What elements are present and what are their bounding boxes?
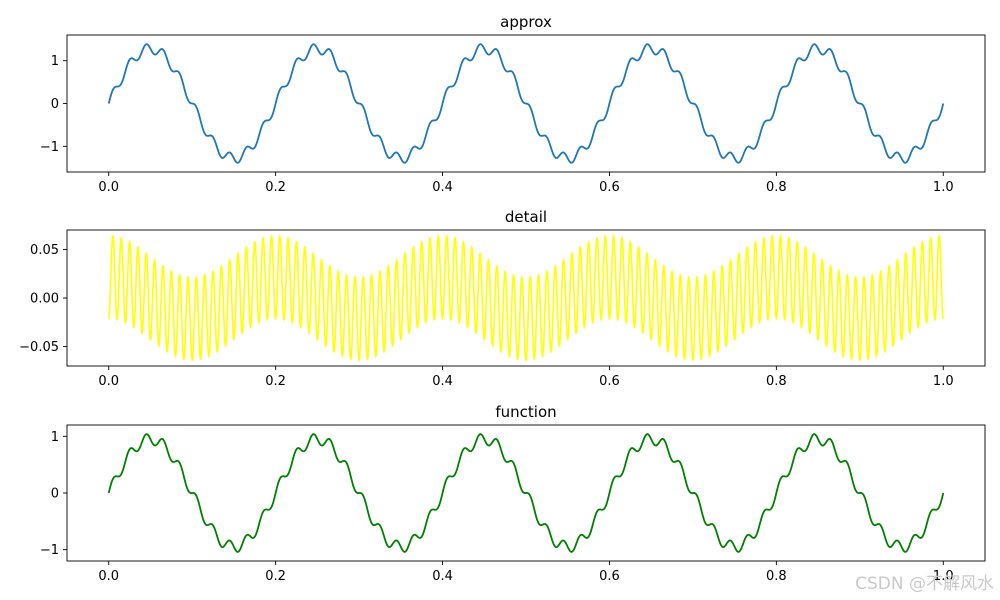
series-line [107,433,945,553]
x-tick-label: 0.2 [265,180,286,195]
chart-title: function [495,403,556,421]
x-tick-label: 0.4 [432,569,453,584]
x-tick-label: 0.0 [98,569,119,584]
x-tick-label: 1.0 [933,374,954,389]
watermark: CSDN @不解风水 [855,574,994,594]
panel-approx: approx 0.0 0.2 0.4 0.6 0.8 1.0 1 0 −1 [40,13,986,195]
y-tick-label: 0.05 [30,243,59,258]
axes-frame [66,229,986,367]
x-tick-label: 0.6 [599,180,620,195]
y-tick-label: 0 [51,487,59,502]
x-tick-label: 0.8 [766,374,787,389]
y-tick-label: −1 [40,140,59,155]
x-tick-label: 0.2 [265,374,286,389]
panel-function: function 0.0 0.2 0.4 0.6 0.8 1.0 1 0 −1 [40,403,986,584]
y-tick-label: 1 [51,54,59,69]
x-tick-label: 0.4 [432,374,453,389]
x-tick-label: 0.2 [265,569,286,584]
x-tick-label: 0.0 [98,180,119,195]
y-tick-label: −1 [40,543,59,558]
chart-title: detail [505,208,547,226]
x-tick-label: 0.6 [599,569,620,584]
x-tick-label: 1.0 [933,180,954,195]
x-tick-label: 0.0 [98,374,119,389]
y-tick-label: 1 [51,430,59,445]
series-line [107,234,945,362]
x-tick-label: 0.4 [432,180,453,195]
chart-title: approx [500,13,552,31]
x-tick-label: 1.0 [933,569,954,584]
x-tick-label: 0.6 [599,374,620,389]
y-tick-label: 0 [51,97,59,112]
panel-detail: detail 0.0 0.2 0.4 0.6 0.8 1.0 0.05 0.00 −0.05 [19,208,986,389]
x-tick-label: 0.8 [766,180,787,195]
series-line [107,43,945,164]
x-tick-label: 0.8 [766,569,787,584]
y-tick-label: 0.00 [30,292,59,307]
y-tick-label: −0.05 [19,340,59,355]
